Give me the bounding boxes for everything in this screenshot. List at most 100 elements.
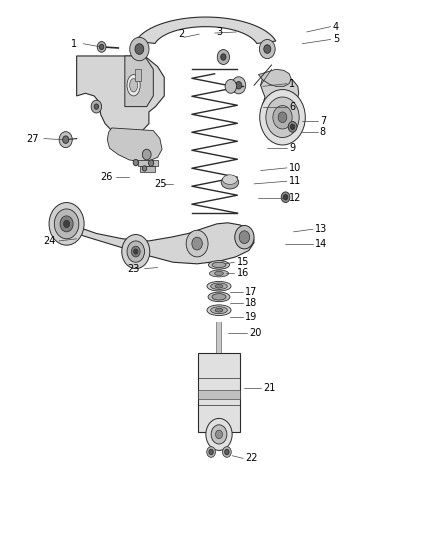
Polygon shape <box>136 17 276 44</box>
Circle shape <box>63 136 69 143</box>
Circle shape <box>142 166 147 171</box>
Text: 5: 5 <box>333 35 339 44</box>
Text: 22: 22 <box>245 454 258 463</box>
Ellipse shape <box>207 281 231 291</box>
Text: 21: 21 <box>263 383 275 393</box>
Circle shape <box>264 45 271 53</box>
Polygon shape <box>258 69 291 86</box>
Ellipse shape <box>208 292 230 302</box>
Circle shape <box>60 216 73 232</box>
Circle shape <box>130 37 149 61</box>
Text: 8: 8 <box>320 127 326 137</box>
Ellipse shape <box>211 283 227 289</box>
Circle shape <box>259 39 275 59</box>
Polygon shape <box>198 353 240 432</box>
Text: 23: 23 <box>127 264 139 273</box>
Polygon shape <box>125 56 153 107</box>
Ellipse shape <box>208 261 230 269</box>
Polygon shape <box>261 76 299 138</box>
Circle shape <box>273 106 292 129</box>
Text: 10: 10 <box>289 163 301 173</box>
Text: 24: 24 <box>43 236 55 246</box>
Text: 9: 9 <box>289 143 295 152</box>
Text: 4: 4 <box>333 22 339 31</box>
Circle shape <box>64 220 70 228</box>
Polygon shape <box>77 56 164 134</box>
Circle shape <box>142 149 151 160</box>
Circle shape <box>59 132 72 148</box>
Text: 18: 18 <box>245 298 258 308</box>
Text: 7: 7 <box>320 116 326 126</box>
Ellipse shape <box>209 270 229 277</box>
Text: 17: 17 <box>245 287 258 297</box>
Circle shape <box>211 425 227 444</box>
Text: 27: 27 <box>26 134 39 143</box>
Circle shape <box>288 122 297 132</box>
Ellipse shape <box>212 262 226 268</box>
Text: 15: 15 <box>237 257 249 267</box>
Text: 19: 19 <box>245 312 258 322</box>
Circle shape <box>127 241 145 262</box>
Circle shape <box>207 447 215 457</box>
Text: 26: 26 <box>100 172 112 182</box>
Text: 20: 20 <box>250 328 262 338</box>
Circle shape <box>217 50 230 64</box>
Text: 1: 1 <box>289 79 295 88</box>
Text: 14: 14 <box>315 239 328 248</box>
Circle shape <box>131 246 140 257</box>
Circle shape <box>225 79 237 93</box>
Polygon shape <box>57 219 254 264</box>
Circle shape <box>186 230 208 257</box>
Circle shape <box>221 54 226 60</box>
Ellipse shape <box>215 271 223 276</box>
Circle shape <box>133 159 138 166</box>
Circle shape <box>239 231 250 244</box>
Ellipse shape <box>130 78 138 92</box>
Ellipse shape <box>223 175 237 184</box>
Circle shape <box>134 249 138 254</box>
Polygon shape <box>140 166 155 172</box>
Circle shape <box>235 225 254 249</box>
Polygon shape <box>138 160 158 166</box>
Circle shape <box>206 418 232 450</box>
Circle shape <box>215 430 223 439</box>
Ellipse shape <box>211 307 227 313</box>
Circle shape <box>97 42 106 52</box>
Circle shape <box>94 104 99 109</box>
Circle shape <box>260 90 305 145</box>
Polygon shape <box>135 69 141 81</box>
Circle shape <box>223 447 231 457</box>
Circle shape <box>281 192 290 203</box>
Circle shape <box>192 237 202 250</box>
Circle shape <box>122 235 150 269</box>
Circle shape <box>135 44 144 54</box>
Circle shape <box>148 160 154 166</box>
Text: 1: 1 <box>71 39 77 49</box>
Circle shape <box>49 203 84 245</box>
Circle shape <box>266 97 299 138</box>
Circle shape <box>283 195 288 200</box>
Text: 11: 11 <box>289 176 301 186</box>
Circle shape <box>225 449 229 455</box>
Text: 2: 2 <box>179 29 185 39</box>
Text: 6: 6 <box>289 102 295 111</box>
Ellipse shape <box>221 176 239 189</box>
Circle shape <box>91 100 102 113</box>
Ellipse shape <box>207 305 231 316</box>
Circle shape <box>232 77 246 94</box>
Text: 3: 3 <box>217 27 223 37</box>
Text: 12: 12 <box>289 193 301 203</box>
Text: 16: 16 <box>237 269 249 278</box>
Circle shape <box>209 449 213 455</box>
Ellipse shape <box>215 308 223 312</box>
Polygon shape <box>198 390 240 399</box>
Circle shape <box>290 124 295 130</box>
Text: 13: 13 <box>315 224 328 234</box>
Circle shape <box>99 44 104 50</box>
Ellipse shape <box>127 75 140 96</box>
Circle shape <box>54 209 79 239</box>
Circle shape <box>236 82 242 89</box>
Polygon shape <box>107 128 162 161</box>
Ellipse shape <box>215 285 223 288</box>
Circle shape <box>278 112 287 123</box>
